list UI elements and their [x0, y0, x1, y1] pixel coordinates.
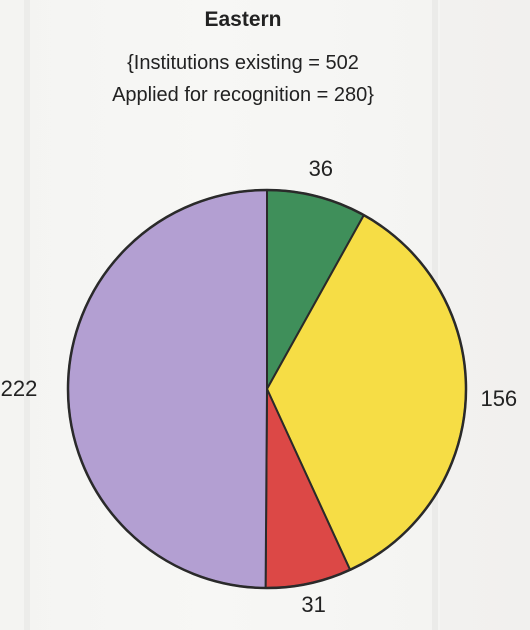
scan-band-right-wide: [440, 0, 530, 630]
scan-band-left: [24, 0, 30, 630]
pie-labels: 36 156 31 222: [1, 156, 518, 617]
pie-slice-222: [67, 189, 268, 589]
pie-outline: [66, 188, 468, 590]
chart-title: Eastern: [204, 8, 282, 31]
chart-subtitle-line-2: Applied for recognition = 280}: [112, 84, 374, 106]
slice-label-156: 156: [480, 386, 517, 411]
pie-slices: [67, 189, 467, 589]
slice-label-31: 31: [301, 592, 325, 617]
slice-label-222: 222: [1, 376, 38, 401]
slice-label-36: 36: [309, 156, 333, 181]
chart-subtitle-line-1: {Institutions existing = 502: [127, 52, 359, 74]
